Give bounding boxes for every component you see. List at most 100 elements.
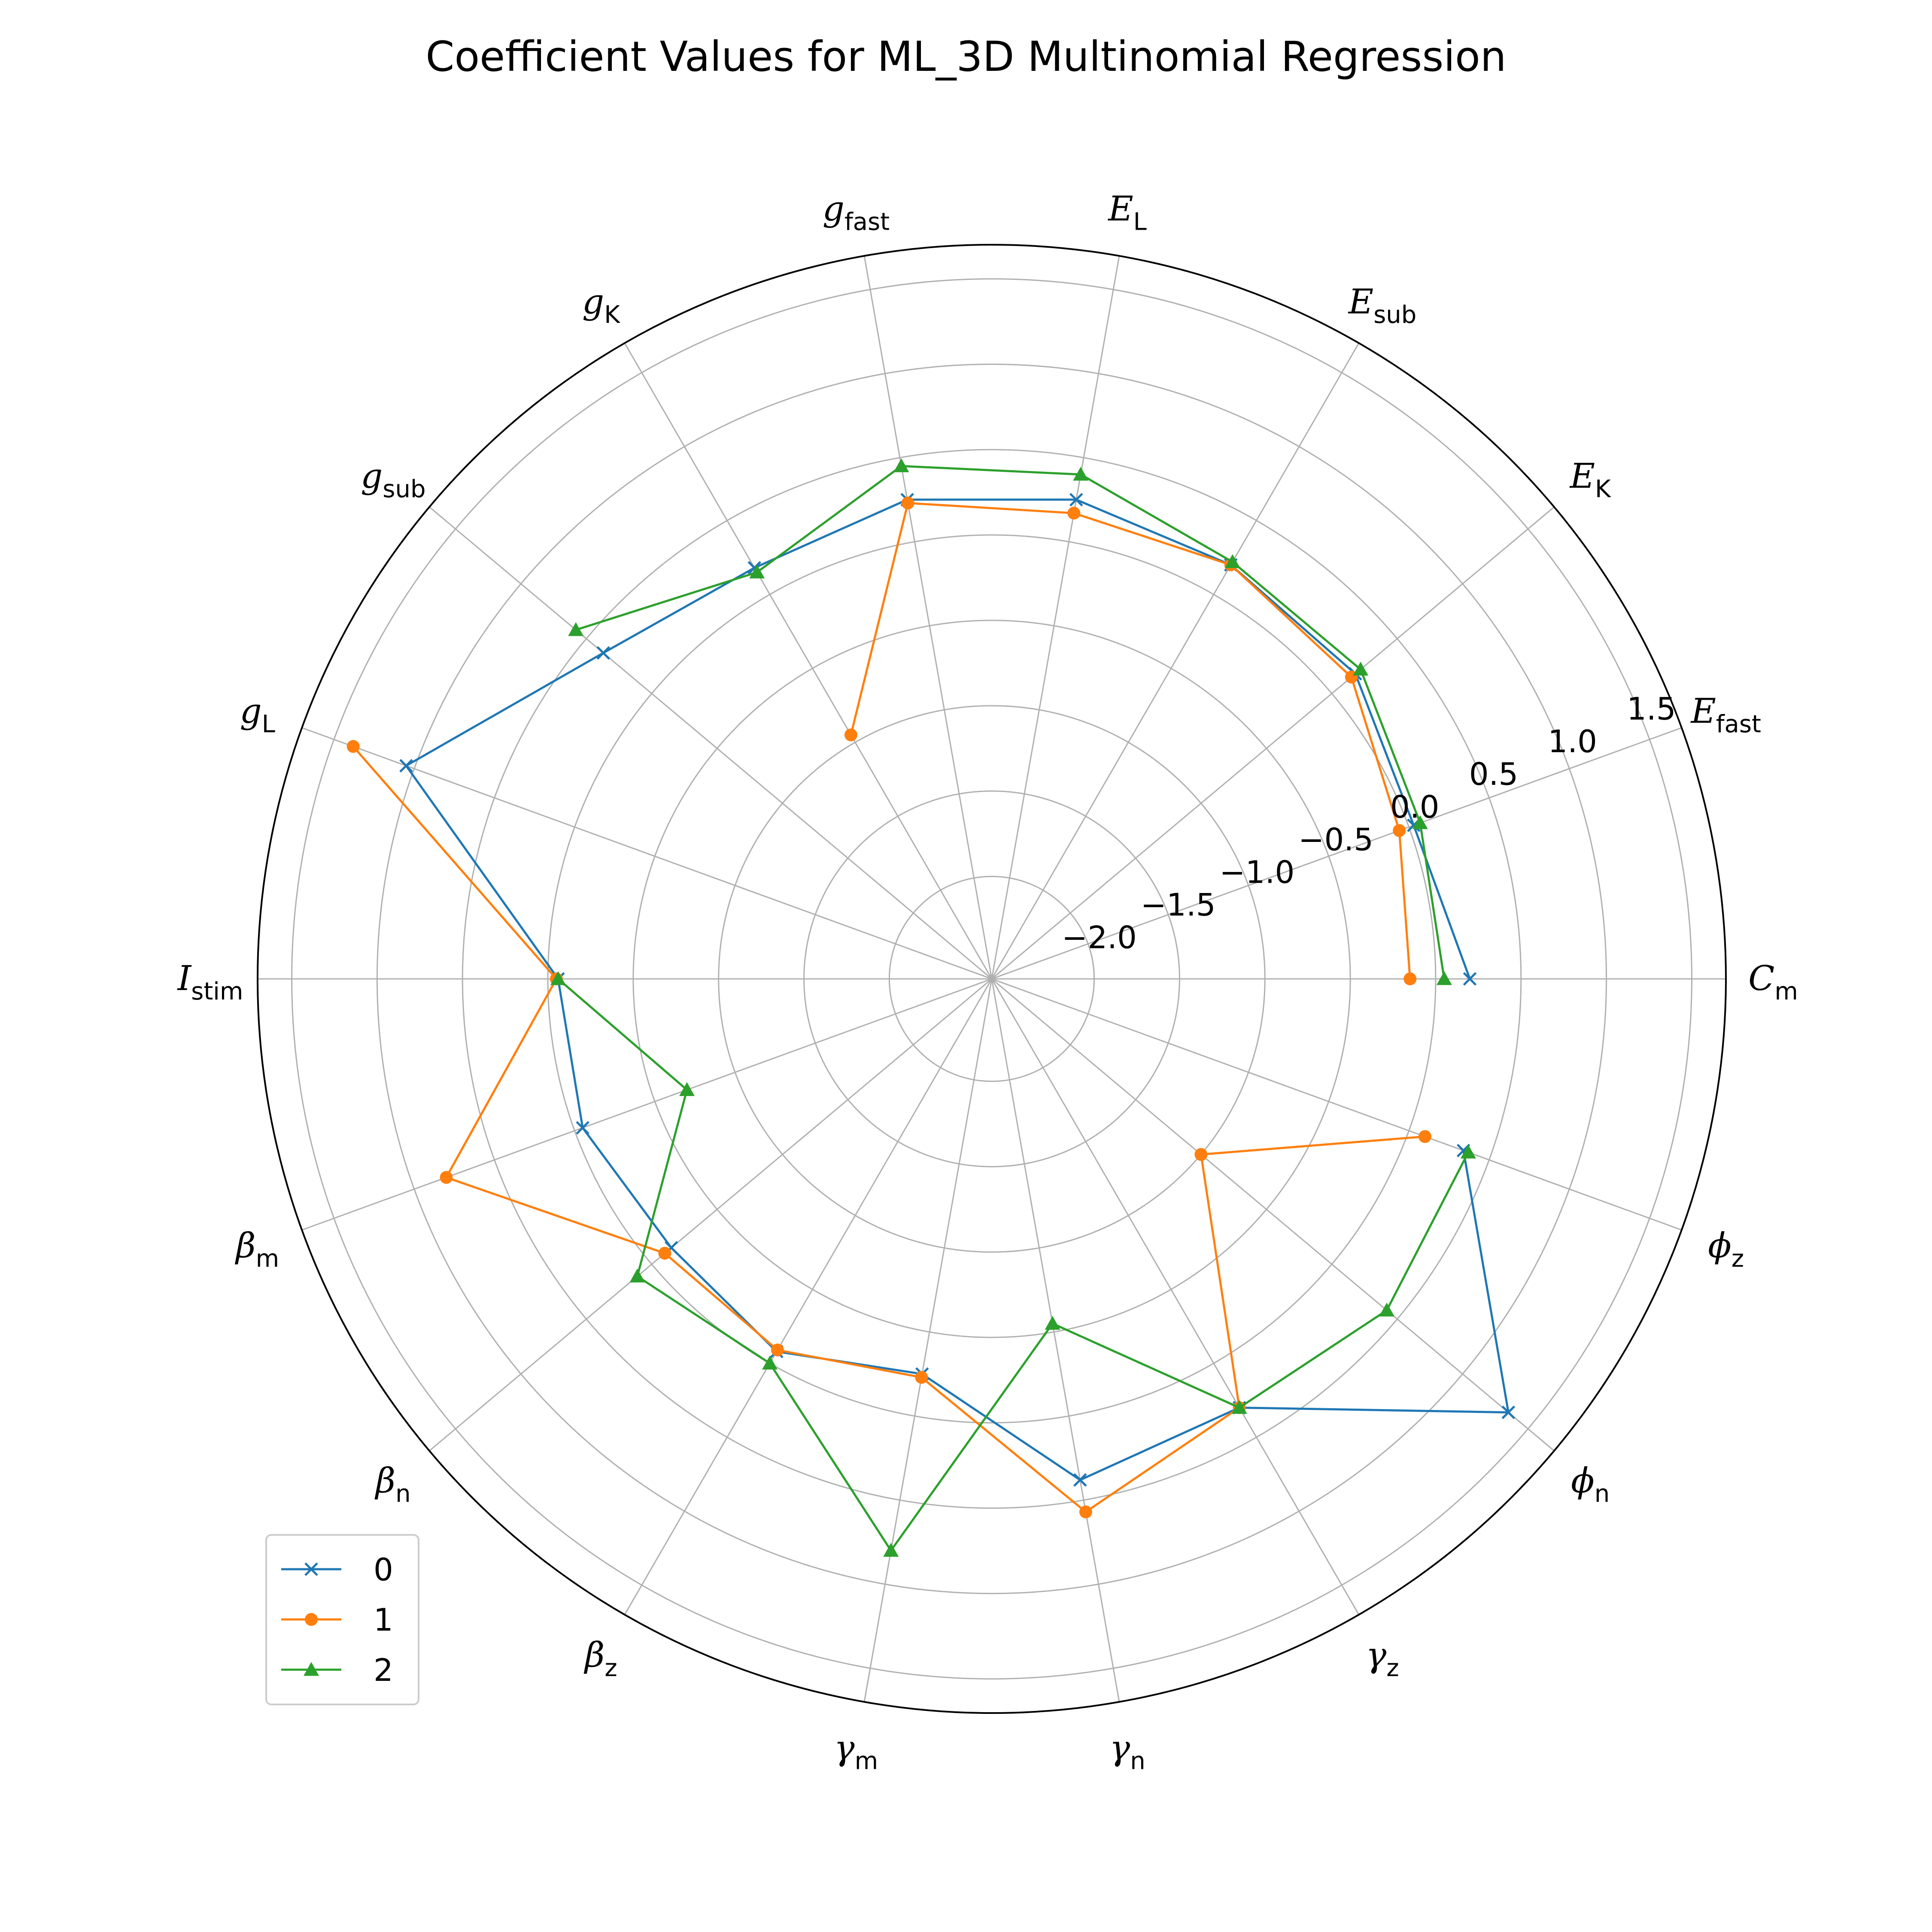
grid-spoke-11: [429, 978, 992, 1452]
category-label-base: γ: [834, 1728, 855, 1768]
category-label-base: γ: [1109, 1728, 1130, 1768]
grid-spoke-17: [991, 978, 1682, 1231]
category-label-sub: m: [855, 1747, 878, 1775]
series-1: [346, 496, 1431, 1519]
legend-label: 2: [374, 1652, 393, 1688]
category-label: EL: [1107, 189, 1147, 236]
series-1-point: [1067, 507, 1081, 520]
series-2-point: [1412, 815, 1428, 829]
category-label-base: β: [374, 1461, 395, 1501]
category-label-sub: n: [1595, 1480, 1610, 1508]
category-label-sub: sub: [383, 475, 425, 503]
series-2-point: [1436, 971, 1452, 985]
series-0-point: [576, 1121, 589, 1135]
category-labels: CmEfastEKEsubELgfastgKgsubgLIstimβmβnβzγ…: [177, 189, 1798, 1775]
category-label: Cm: [1748, 958, 1798, 1005]
category-label-sub: K: [1595, 475, 1611, 503]
grid-spoke-4: [991, 255, 1120, 979]
legend-marker: [304, 1662, 319, 1676]
grid-spoke-16: [991, 978, 1555, 1452]
series-2-point: [550, 971, 566, 985]
series-2-point: [1353, 662, 1369, 676]
grid-spoke-8: [301, 727, 992, 980]
series-1-point: [1393, 824, 1406, 837]
series-1-point: [1194, 1148, 1208, 1161]
series-2-point: [1460, 1144, 1476, 1159]
legend: 0 1 2: [265, 1534, 419, 1705]
legend-label: 1: [374, 1602, 393, 1638]
grid-spoke-3: [991, 343, 1360, 979]
category-label: ϕn: [1571, 1461, 1610, 1508]
r-tick-label: −1.0: [1219, 854, 1294, 890]
r-tick-label: −1.5: [1141, 887, 1216, 923]
category-label-base: g: [240, 691, 262, 731]
grid-spoke-5: [863, 255, 993, 979]
grid-spoke-2: [991, 506, 1555, 980]
series-2-point: [893, 458, 909, 472]
category-label-base: g: [582, 282, 604, 322]
r-tick-label: 0.0: [1390, 789, 1440, 825]
category-label-base: ϕ: [1571, 1461, 1595, 1501]
category-label-sub: L: [262, 711, 275, 738]
category-label-base: E: [1348, 282, 1373, 322]
category-label: Efast: [1690, 691, 1761, 738]
category-label: EK: [1569, 456, 1611, 503]
series-0-point: [399, 759, 413, 773]
series-1-point: [1403, 972, 1417, 985]
r-tick-label: −0.5: [1298, 821, 1373, 857]
series-0-point: [596, 646, 610, 660]
series-1-point: [346, 740, 360, 753]
grid-spoke-10: [301, 978, 992, 1231]
series-0-point: [1073, 1473, 1087, 1487]
category-label-base: E: [1107, 189, 1133, 229]
category-label: gK: [582, 282, 620, 329]
series-2-point: [1073, 467, 1089, 481]
grid-spoke-7: [429, 506, 992, 980]
polar-grid: [257, 244, 1727, 1714]
category-label-sub: z: [1732, 1245, 1744, 1273]
category-label-base: β: [234, 1225, 255, 1265]
category-label: gfast: [823, 189, 890, 236]
legend-marker: [305, 1613, 318, 1626]
series-1-point: [901, 496, 914, 510]
series-2-point: [749, 564, 765, 579]
series-2-point: [1224, 554, 1240, 568]
series-1-point: [1079, 1505, 1092, 1519]
series-0-point: [1501, 1405, 1516, 1419]
series-2-point: [1045, 1315, 1060, 1330]
legend-label: 0: [374, 1552, 393, 1588]
series-1-point: [915, 1371, 928, 1384]
grid-spoke-6: [624, 343, 993, 979]
grid-spoke-12: [624, 978, 993, 1615]
category-label: γz: [1366, 1635, 1399, 1682]
series-1-point: [1418, 1130, 1431, 1143]
category-label: Istim: [177, 958, 243, 1005]
series-layer: [346, 458, 1516, 1557]
category-label-sub: fast: [844, 208, 890, 236]
category-label-sub: z: [1386, 1654, 1399, 1682]
category-label-base: g: [823, 189, 844, 229]
legend-entry: 1: [281, 1602, 393, 1638]
r-tick-label: −2.0: [1062, 920, 1137, 956]
category-label-base: β: [583, 1635, 605, 1675]
series-0-point: [1069, 493, 1083, 507]
series-2-line: [575, 465, 1446, 979]
outer-frame: [257, 244, 1727, 1714]
series-1-line: [850, 502, 1411, 979]
legend-marker: [304, 1562, 318, 1576]
category-label-base: I: [177, 958, 192, 998]
category-label-sub: sub: [1373, 301, 1416, 329]
series-2: [550, 458, 1476, 1557]
series-1-line: [352, 746, 1425, 1513]
series-2-point: [883, 1543, 899, 1557]
series-1-point: [771, 1343, 784, 1357]
series-2-point: [762, 1355, 778, 1370]
series-1-point: [844, 728, 857, 741]
series-2-point: [568, 622, 584, 636]
category-label: γm: [834, 1728, 878, 1775]
category-label-sub: K: [604, 301, 620, 329]
category-label-base: E: [1690, 691, 1716, 731]
category-label-sub: z: [605, 1654, 617, 1682]
category-label: γn: [1109, 1728, 1145, 1775]
